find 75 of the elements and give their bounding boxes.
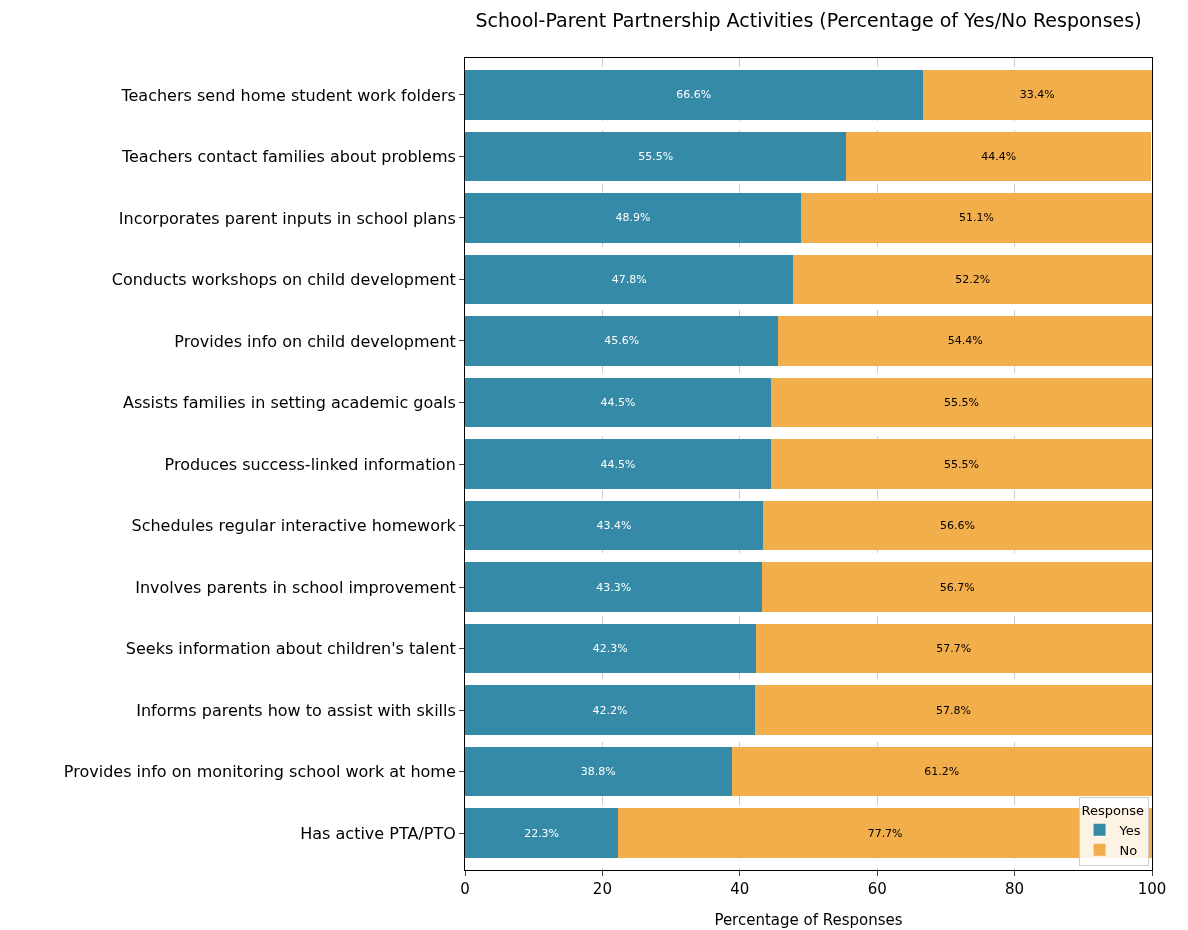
bar <box>793 254 1152 305</box>
x-tick-label: 40 <box>730 880 750 898</box>
bar <box>465 193 801 243</box>
y-tick-label: Provides info on child development <box>174 331 456 351</box>
data-label: 55.5% <box>638 149 674 163</box>
data-label: 66.6% <box>676 88 712 102</box>
data-label: 47.8% <box>611 272 647 286</box>
bar <box>465 316 779 366</box>
bar <box>770 439 1152 489</box>
y-tick-label: Teachers contact families about problems <box>120 147 456 167</box>
data-label: 51.1% <box>958 211 994 225</box>
bar <box>465 131 847 182</box>
bar <box>770 377 1152 428</box>
bar <box>465 685 755 735</box>
y-tick-label: Has active PTA/PTO <box>300 823 456 843</box>
legend-title: Response <box>1081 802 1144 818</box>
data-label: 57.8% <box>935 703 971 717</box>
data-label: 54.4% <box>947 334 983 348</box>
bar <box>755 623 1152 674</box>
bar <box>465 70 923 120</box>
data-label: 45.6% <box>604 334 640 348</box>
bar <box>465 808 619 858</box>
data-label: 22.3% <box>524 826 560 840</box>
bar <box>465 439 771 489</box>
x-axis-title: Percentage of Responses <box>714 911 903 929</box>
y-tick-label: Teachers send home student work folders <box>120 85 456 105</box>
y-tick-label: Seeks information about children's talent <box>125 639 456 659</box>
data-label: 61.2% <box>924 765 960 779</box>
x-tick-label: 20 <box>592 880 612 898</box>
y-tick-label: Involves parents in school improvement <box>135 577 456 597</box>
data-label: 56.6% <box>940 519 976 533</box>
data-label: 57.7% <box>936 642 972 656</box>
data-label: 43.4% <box>596 519 632 533</box>
data-label: 38.8% <box>580 765 616 779</box>
x-tick-label: 80 <box>1005 880 1025 898</box>
bar <box>762 562 1152 612</box>
data-label: 77.7% <box>867 826 903 840</box>
data-label: 33.4% <box>1019 88 1055 102</box>
x-tick-label: 0 <box>460 880 470 898</box>
bar <box>731 746 1152 797</box>
bar <box>778 316 1152 366</box>
x-tick-label: 60 <box>867 880 887 898</box>
data-label: 48.9% <box>615 211 651 225</box>
bar <box>763 500 1152 551</box>
data-label: 42.2% <box>592 703 628 717</box>
data-label: 55.5% <box>943 457 979 471</box>
data-label: 44.5% <box>600 395 636 409</box>
y-tick-label: Incorporates parent inputs in school plans <box>118 208 456 228</box>
bar <box>846 131 1152 182</box>
data-label: 43.3% <box>596 580 632 594</box>
y-tick-label: Schedules regular interactive homework <box>131 516 457 536</box>
data-label: 56.7% <box>939 580 975 594</box>
x-tick-label: 100 <box>1137 880 1167 898</box>
bar <box>922 70 1152 120</box>
y-tick-label: Conducts workshops on child development <box>111 270 456 290</box>
chart-title: School-Parent Partnership Activities (Percentage of Yes/No Responses) <box>475 9 1142 32</box>
legend-label: Yes <box>1118 822 1141 838</box>
y-tick-label: Produces success-linked information <box>164 454 456 474</box>
bar <box>754 685 1152 735</box>
y-tick-label: Provides info on monitoring school work at home <box>63 762 456 782</box>
bar <box>465 623 756 674</box>
bar <box>465 562 763 612</box>
bar <box>465 377 771 428</box>
y-tick-label: Assists families in setting academic goals <box>123 393 456 413</box>
y-tick-label: Informs parents how to assist with skills <box>136 700 456 720</box>
data-label: 55.5% <box>943 395 979 409</box>
data-label: 52.2% <box>955 272 991 286</box>
bar <box>800 193 1152 243</box>
bar <box>465 746 732 797</box>
data-label: 42.3% <box>592 642 628 656</box>
bar <box>465 500 764 551</box>
bar <box>465 254 794 305</box>
data-label: 44.4% <box>981 149 1017 163</box>
legend-label: No <box>1119 842 1138 858</box>
data-label: 44.5% <box>600 457 636 471</box>
